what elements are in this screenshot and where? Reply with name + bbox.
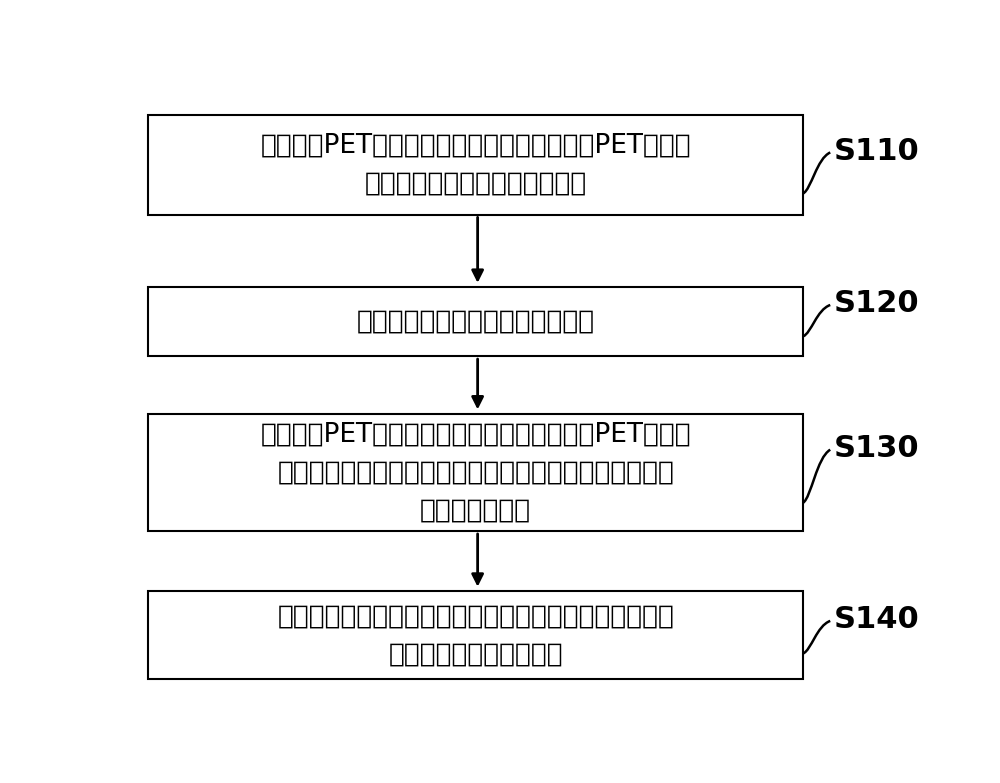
FancyBboxPatch shape — [148, 287, 803, 356]
Text: 将低熔点PET纤维材料和采用磷系阻燃的阻燃PET纤维材
料混合后形成基材层，并将基材层复合在隔音粘接层背离
起绒表层的表面: 将低熔点PET纤维材料和采用磷系阻燃的阻燃PET纤维材 料混合后形成基材层，并将… — [260, 421, 691, 523]
Text: S110: S110 — [834, 137, 920, 166]
Text: S140: S140 — [834, 605, 920, 634]
Text: 将低熔点PET纤维材料和采用磷系阻燃的阻燃PET纤维材
料混合后针刺起绒形成起绒表层: 将低熔点PET纤维材料和采用磷系阻燃的阻燃PET纤维材 料混合后针刺起绒形成起绒… — [260, 133, 691, 197]
Text: 在起绒表层的底面贴合隔音粘接层: 在起绒表层的底面贴合隔音粘接层 — [357, 309, 595, 334]
Text: S120: S120 — [834, 289, 920, 318]
Text: 形成采用磷系阻燃的阻燃底层，并将阻燃底层复合在基材
层背离隔音粘接层的表面: 形成采用磷系阻燃的阻燃底层，并将阻燃底层复合在基材 层背离隔音粘接层的表面 — [277, 603, 674, 667]
Text: S130: S130 — [834, 434, 920, 463]
FancyBboxPatch shape — [148, 413, 803, 531]
FancyBboxPatch shape — [148, 591, 803, 679]
FancyBboxPatch shape — [148, 115, 803, 215]
